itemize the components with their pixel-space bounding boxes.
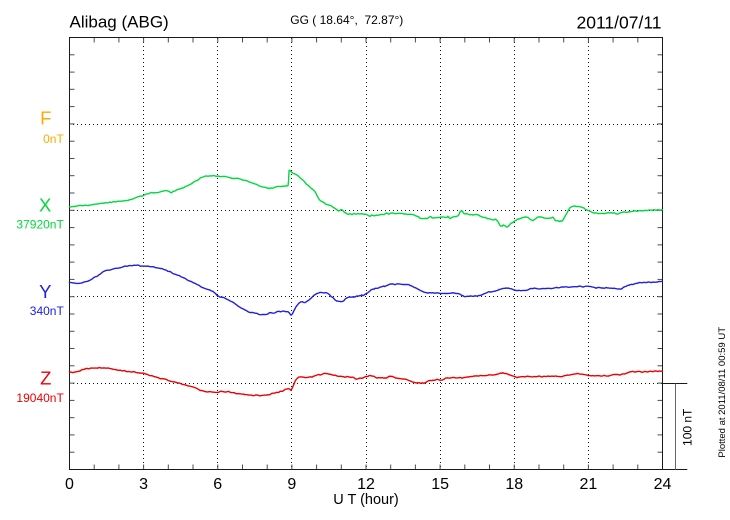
svg-text:100 nT: 100 nT — [681, 408, 695, 446]
svg-text:340nT: 340nT — [30, 304, 65, 318]
svg-text:6: 6 — [213, 476, 222, 493]
svg-text:Z: Z — [40, 368, 51, 389]
svg-text:Y: Y — [39, 281, 51, 302]
svg-text:GG ( 18.64°, 72.87°): GG ( 18.64°, 72.87°) — [290, 13, 403, 27]
svg-text:3: 3 — [139, 476, 148, 493]
svg-text:15: 15 — [431, 476, 449, 493]
svg-text:19040nT: 19040nT — [16, 391, 64, 405]
svg-text:F: F — [40, 108, 51, 129]
svg-text:21: 21 — [579, 476, 597, 493]
svg-text:18: 18 — [505, 476, 523, 493]
svg-text:0: 0 — [65, 476, 74, 493]
svg-text:0nT: 0nT — [43, 132, 64, 146]
svg-text:X: X — [39, 195, 51, 216]
svg-text:37920nT: 37920nT — [16, 217, 64, 231]
svg-text:9: 9 — [287, 476, 296, 493]
svg-text:24: 24 — [654, 476, 672, 493]
svg-text:12: 12 — [357, 476, 375, 493]
svg-text:Plotted at 2011/08/11 00:59 UT: Plotted at 2011/08/11 00:59 UT — [717, 327, 728, 458]
svg-text:Alibag (ABG): Alibag (ABG) — [70, 13, 169, 32]
svg-text:2011/07/11: 2011/07/11 — [577, 13, 662, 33]
svg-text:U T (hour): U T (hour) — [333, 492, 399, 508]
